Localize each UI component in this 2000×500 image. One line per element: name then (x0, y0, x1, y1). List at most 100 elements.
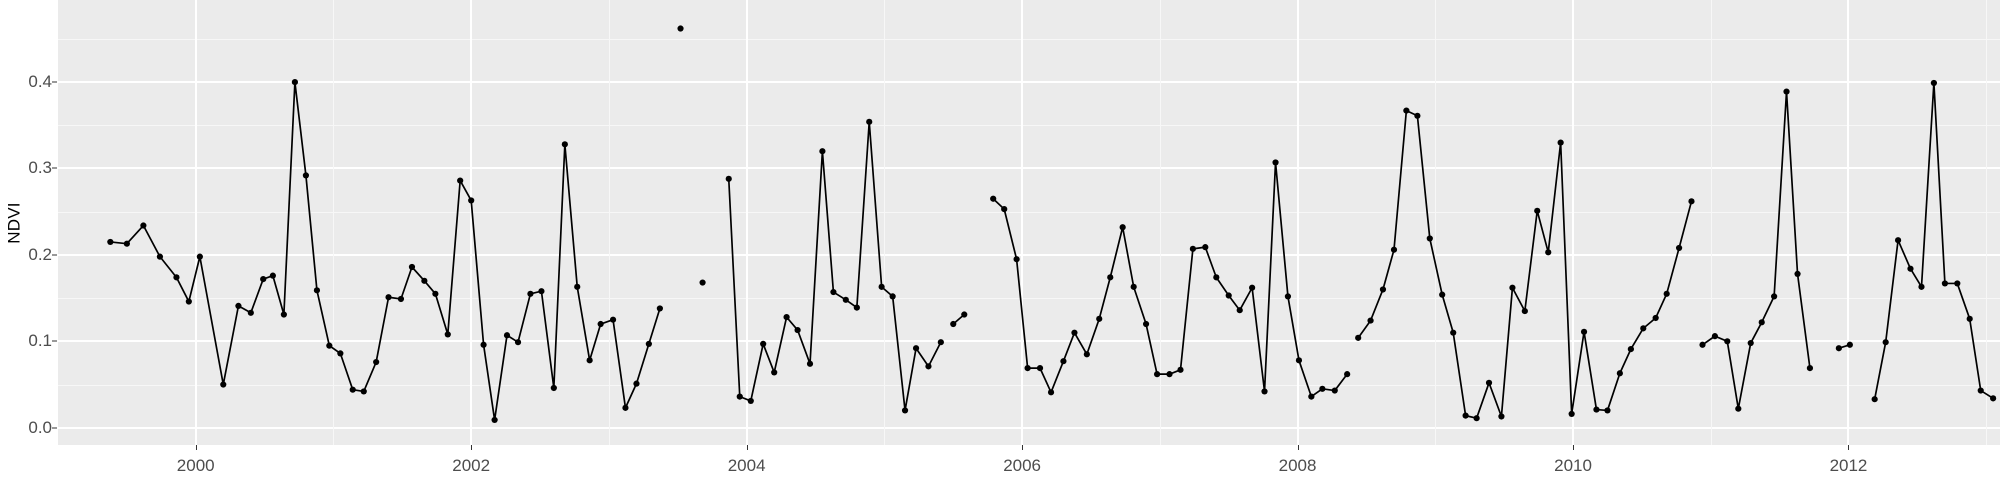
data-point (1450, 329, 1457, 336)
data-point (783, 314, 790, 321)
y-axis-tick-label: 0.2 (28, 244, 52, 264)
data-point (889, 293, 896, 300)
data-point (1977, 387, 1984, 394)
data-point (1568, 410, 1575, 417)
data-point (853, 304, 860, 311)
data-segment (1699, 88, 1814, 412)
x-axis-tick-label: 2004 (727, 456, 766, 475)
data-point (1699, 341, 1706, 348)
gridline-major-horizontal (58, 167, 2000, 170)
data-point (1130, 283, 1137, 290)
data-point (574, 283, 581, 290)
data-point (444, 331, 451, 338)
data-point (1675, 244, 1683, 252)
data-point (1272, 159, 1279, 166)
data-point (937, 339, 944, 346)
data-point (1013, 256, 1020, 263)
data-point (247, 309, 254, 316)
data-point (1498, 413, 1505, 420)
data-point (1758, 319, 1765, 326)
data-point (1249, 284, 1256, 291)
data-point (1439, 291, 1446, 298)
data-point (349, 386, 356, 393)
data-segment (1871, 79, 1997, 403)
data-point (538, 288, 545, 295)
x-axis-tick-mark (746, 445, 748, 450)
data-point (1083, 351, 1090, 358)
y-axis-tick-label: 0.0 (28, 417, 52, 437)
y-axis-tick-mark (52, 167, 57, 169)
data-point (1153, 371, 1161, 378)
data-point (1894, 237, 1902, 244)
data-point (1735, 405, 1742, 412)
data-point (1166, 371, 1173, 378)
data-point (313, 287, 321, 294)
data-point (736, 393, 743, 400)
x-axis-tick-mark (1297, 445, 1299, 450)
data-point (1236, 307, 1243, 314)
gridline-major-horizontal (58, 340, 2000, 343)
data-point (397, 295, 405, 303)
data-point (609, 316, 617, 323)
data-point (1426, 235, 1433, 242)
data-point (1557, 139, 1564, 146)
data-point (1593, 406, 1600, 413)
y-axis-tick-mark (52, 427, 57, 429)
gridline-major-horizontal (58, 253, 2000, 256)
data-line (727, 120, 942, 412)
gridline-minor-vertical (1986, 0, 1988, 445)
data-point (196, 253, 203, 260)
data-point (1663, 290, 1670, 297)
data-segment (699, 279, 706, 286)
data-point (1806, 365, 1814, 372)
data-point (725, 175, 732, 182)
data-point (1652, 314, 1659, 322)
data-segment (1355, 107, 1695, 422)
gridline-major-vertical (194, 0, 197, 445)
data-line (992, 161, 1349, 398)
data-point (235, 302, 242, 309)
data-point (878, 283, 885, 290)
data-point (457, 177, 464, 184)
data-point (173, 274, 180, 281)
data-point (156, 253, 164, 260)
data-point (1954, 280, 1961, 287)
data-point (760, 340, 767, 347)
data-point (527, 290, 534, 297)
data-point (633, 380, 640, 387)
data-segment (107, 78, 663, 424)
data-point (561, 141, 568, 148)
data-point (819, 148, 826, 155)
gridline-major-horizontal (58, 81, 2000, 84)
data-line (1701, 90, 1811, 410)
data-point (480, 341, 487, 348)
data-point (771, 369, 778, 376)
data-point (1331, 387, 1338, 394)
data-point (1688, 198, 1695, 205)
x-axis-tick-mark (195, 445, 197, 450)
data-point (220, 381, 227, 388)
data-point (1711, 333, 1718, 340)
data-point (140, 222, 147, 229)
data-segment (990, 159, 1351, 400)
data-point (1261, 388, 1268, 395)
data-point (337, 350, 344, 357)
data-point (1771, 293, 1778, 300)
data-segment (677, 25, 684, 32)
gridline-minor-horizontal (58, 211, 2000, 213)
gridline-minor-horizontal (58, 298, 2000, 300)
data-segment (950, 311, 968, 328)
data-point (1047, 389, 1055, 396)
data-point (1846, 341, 1853, 348)
data-point (866, 118, 873, 125)
gridline-minor-horizontal (58, 384, 2000, 386)
data-point (586, 357, 593, 364)
data-point (1390, 246, 1398, 253)
data-point (1835, 345, 1842, 352)
gridline-minor-vertical (1159, 0, 1161, 445)
data-segment (1835, 341, 1853, 352)
data-point (806, 360, 814, 367)
data-point (1941, 280, 1949, 287)
data-point (912, 345, 920, 352)
data-point (656, 305, 663, 312)
